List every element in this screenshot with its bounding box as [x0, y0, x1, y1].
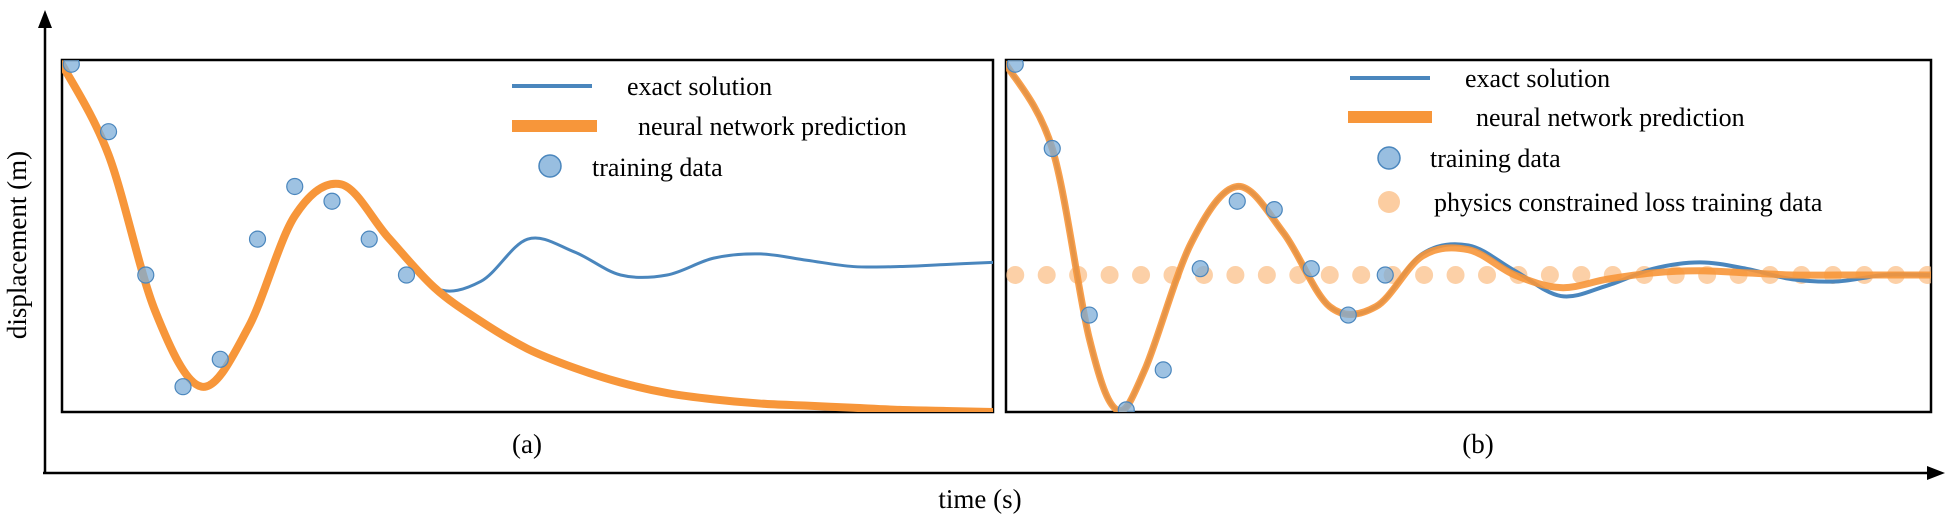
y-axis-title: displacement (m)	[2, 151, 32, 339]
panel-b-physics-point	[1540, 265, 1559, 284]
panel-b-label: (b)	[1462, 429, 1493, 459]
x-axis-arrow	[1927, 466, 1945, 480]
panel-b-physics-point	[1100, 265, 1119, 284]
panel-b-training-point	[1228, 192, 1246, 210]
panel-a-training-point	[248, 230, 267, 248]
panel-b-training-point	[1376, 266, 1394, 284]
panel-b-nn-prediction-line	[1006, 60, 1931, 412]
panel-a-legend: exact solution neural network prediction…	[512, 72, 907, 182]
legend-b-training-marker	[1377, 146, 1401, 170]
panel-a-label: (a)	[512, 429, 542, 459]
panel-b-training-point	[1154, 361, 1172, 379]
legend-a-training-label: training data	[592, 153, 723, 182]
panel-a-training-point	[211, 350, 229, 368]
y-axis-arrow	[38, 10, 52, 28]
panel-b-physics-point	[1006, 265, 1025, 284]
legend-b-exact-label: exact solution	[1465, 64, 1610, 93]
panel-b-physics-point	[1257, 265, 1276, 284]
panel-b-physics-point	[1226, 265, 1245, 284]
legend-b-nn-label: neural network prediction	[1476, 103, 1745, 132]
panel-a-training-point	[62, 60, 80, 73]
panel-a-training-point	[137, 266, 155, 284]
panel-b-physics-point	[1478, 265, 1496, 284]
legend-a-nn-label: neural network prediction	[638, 112, 907, 141]
panel-b-training-point	[1191, 260, 1209, 278]
panel-b-training-point	[1117, 401, 1135, 412]
panel-b-physics-point	[1446, 265, 1465, 284]
panel-b-training-point	[1006, 60, 1024, 73]
panel-b-training-point	[1080, 306, 1098, 324]
panel-b: (b) exact solution neural network predic…	[1004, 58, 1933, 459]
panel-a-training-point	[323, 192, 341, 210]
legend-b-physics-marker	[1378, 191, 1400, 213]
panel-b-physics-point	[1415, 265, 1434, 284]
panel-b-training-point	[1339, 306, 1357, 324]
legend-b-training-label: training data	[1430, 144, 1561, 173]
legend-a-exact-label: exact solution	[627, 72, 772, 101]
panel-b-training-point	[1265, 201, 1283, 219]
panel-a: (a) exact solution neural network predic…	[60, 58, 995, 459]
panel-b-physics-point	[1572, 265, 1591, 284]
panel-a-training-point	[99, 123, 118, 141]
panel-a-frame	[60, 58, 995, 414]
panel-a-training-point	[174, 378, 192, 396]
panel-a-training-point	[397, 266, 416, 284]
panel-b-legend: exact solution neural network prediction…	[1348, 64, 1823, 217]
panel-a-nn-prediction-line	[62, 60, 993, 412]
panel-b-exact-solution-line	[1006, 63, 1931, 412]
panel-b-frame	[1004, 58, 1933, 414]
panel-b-physics-point	[1132, 265, 1151, 284]
panel-b-physics-point	[1320, 265, 1339, 284]
panel-a-training-point	[360, 230, 378, 248]
panel-b-training-point	[1043, 139, 1061, 158]
panel-a-training-point	[286, 177, 304, 196]
legend-a-training-marker	[538, 154, 562, 178]
panel-b-physics-point	[1352, 265, 1371, 284]
panel-b-training-point	[1302, 260, 1320, 278]
legend-b-physics-label: physics constrained loss training data	[1434, 188, 1823, 217]
x-axis-title: time (s)	[938, 484, 1021, 514]
panel-b-physics-point	[1037, 265, 1056, 284]
